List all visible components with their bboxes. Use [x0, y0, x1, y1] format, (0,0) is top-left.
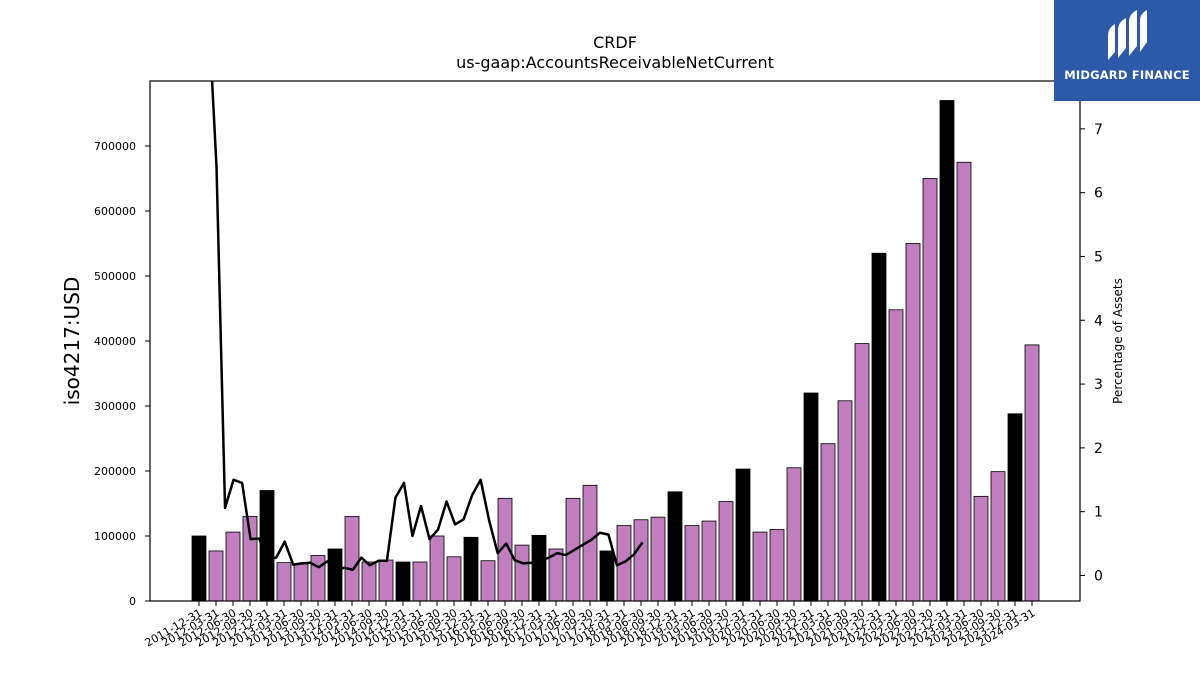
bar-2013-06-30 — [293, 563, 309, 602]
bar-2020-12-31 — [803, 392, 819, 602]
bar-2013-12-31 — [327, 548, 343, 602]
bar-2014-09-30 — [378, 559, 394, 602]
bar-2019-06-30 — [701, 520, 717, 602]
y-tick-label: 600000 — [94, 205, 136, 218]
bar-2022-12-31 — [939, 100, 955, 602]
bar-2019-03-31 — [684, 525, 700, 602]
bar-2019-09-30 — [718, 501, 734, 602]
y-ticks: 0 100000 200000 300000 400000 500000 600000 700… — [94, 140, 150, 608]
y2-axis-label: Percentage of Assets — [1111, 278, 1125, 404]
bar-2023-03-31 — [956, 161, 972, 602]
y-tick-label: 200000 — [94, 465, 136, 478]
bar-2016-09-30 — [514, 544, 530, 602]
y2-tick-label: 0 — [1094, 568, 1103, 584]
bar-2019-12-31 — [735, 468, 751, 602]
chart-title: CRDF — [593, 33, 637, 52]
logo: MIDGARD FINANCE — [1054, 0, 1200, 101]
percent-of-assets-line — [210, 81, 644, 571]
y2-tick-label: 6 — [1094, 186, 1103, 202]
y-axis-label: iso4217:USD — [60, 277, 84, 406]
bar-2020-09-30 — [786, 467, 802, 602]
bar-2015-03-31 — [412, 561, 428, 602]
y-tick-label: 0 — [129, 595, 136, 608]
bar-2020-03-31 — [752, 531, 768, 602]
y-tick-label: 500000 — [94, 270, 136, 283]
y-tick-label: 100000 — [94, 530, 136, 543]
y2-tick-label: 1 — [1094, 505, 1103, 521]
line-layer — [210, 81, 644, 571]
bar-2023-12-31 — [1007, 413, 1023, 602]
bar-2018-06-30 — [633, 519, 649, 602]
bar-2014-12-31 — [395, 561, 411, 602]
bar-2014-03-31 — [344, 516, 360, 602]
bar-2012-03-31 — [208, 550, 224, 602]
bar-2022-06-30 — [905, 243, 921, 602]
bar-2020-06-30 — [769, 529, 785, 602]
bar-2014-06-30 — [361, 561, 377, 602]
bar-2023-09-30 — [990, 471, 1006, 602]
chart-subtitle: us-gaap:AccountsReceivableNetCurrent — [456, 53, 774, 72]
y2-tick-label: 2 — [1094, 441, 1103, 457]
bar-2013-09-30 — [310, 555, 326, 602]
y-tick-label: 700000 — [94, 140, 136, 153]
bar-2017-12-31 — [599, 550, 615, 602]
bar-2023-06-30 — [973, 495, 989, 602]
y2-tick-label: 5 — [1094, 249, 1103, 265]
bar-2015-06-30 — [429, 535, 445, 602]
y2-tick-label: 3 — [1094, 377, 1103, 393]
logo-text: MIDGARD FINANCE — [1064, 68, 1190, 82]
bar-2021-03-31 — [820, 443, 836, 602]
midgard-logo-icon — [1108, 10, 1147, 60]
bar-2015-12-31 — [463, 536, 479, 602]
bar-2021-09-30 — [854, 343, 870, 602]
y-tick-label: 400000 — [94, 335, 136, 348]
bar-2013-03-31 — [276, 562, 292, 602]
bar-2018-12-31 — [667, 491, 683, 602]
bar-2016-12-31 — [531, 534, 547, 602]
bar-2012-06-30 — [225, 531, 241, 602]
y2-ticks: 0 1 2 3 4 5 6 7 — [1080, 122, 1103, 584]
bar-2021-06-30 — [837, 400, 853, 602]
bar-2022-09-30 — [922, 178, 938, 602]
bar-2015-09-30 — [446, 556, 462, 602]
bar-2018-09-30 — [650, 516, 666, 602]
y-tick-label: 300000 — [94, 400, 136, 413]
bar-2021-12-31 — [871, 252, 887, 602]
y2-tick-label: 7 — [1094, 122, 1103, 138]
bar-2016-03-31 — [480, 560, 496, 602]
y2-tick-label: 4 — [1094, 313, 1103, 329]
bar-2024-03-31 — [1024, 344, 1040, 602]
bar-2022-03-31 — [888, 309, 904, 602]
bar-2011-12-31 — [191, 535, 207, 602]
x-ticks: 2011-12-312012-03-312012-06-302012-09-30… — [143, 601, 1038, 650]
bars-group — [191, 100, 1040, 602]
